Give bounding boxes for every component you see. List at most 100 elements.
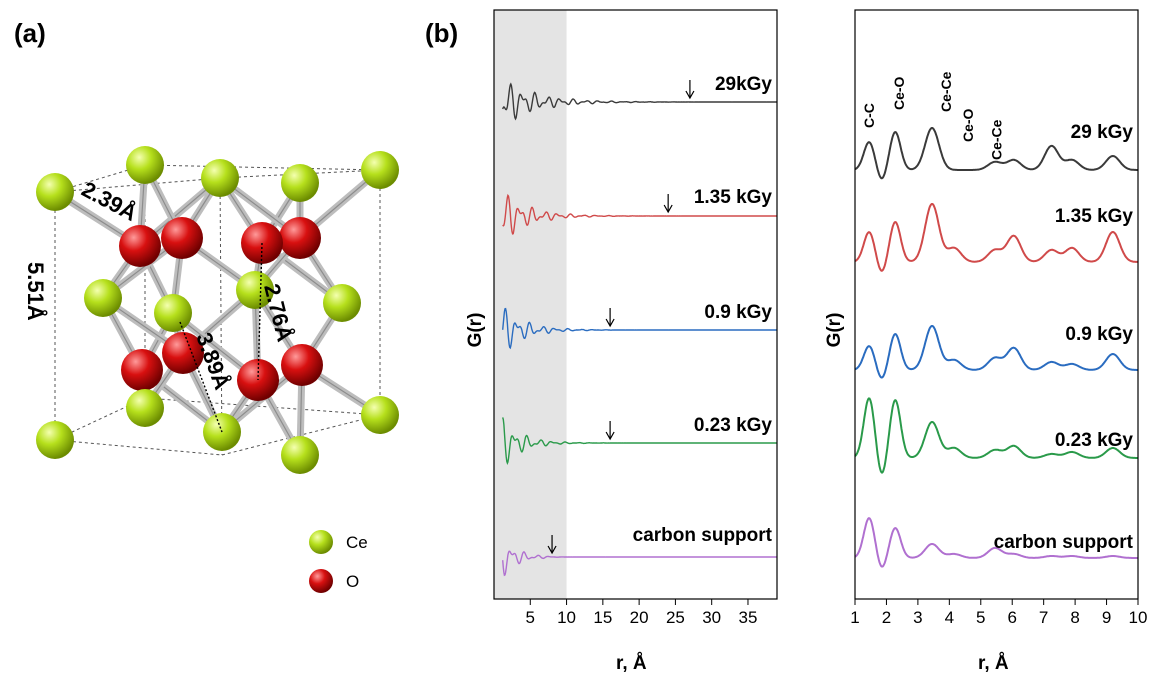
- cell-edge: [54, 439, 223, 456]
- x-tick-label: 1: [850, 608, 859, 627]
- y-axis-label: G(r): [824, 313, 845, 348]
- ce-legend-swatch: [309, 530, 333, 554]
- ce-legend-label: Ce: [346, 533, 368, 552]
- series-label: 29kGy: [715, 74, 772, 95]
- ce-atom: [126, 146, 164, 184]
- x-tick-label: 4: [945, 608, 954, 627]
- series-label: carbon support: [633, 525, 773, 546]
- o-o-guide: [257, 242, 263, 381]
- peak-label: Ce-O: [960, 108, 976, 142]
- x-tick-label: 6: [1007, 608, 1016, 627]
- atom-legend: Ce O: [309, 530, 368, 593]
- series-line: [854, 517, 1138, 568]
- ce-atom: [361, 151, 399, 189]
- peak-label: Ce-O: [891, 76, 907, 110]
- atoms: [36, 146, 399, 474]
- ce-atom: [323, 284, 361, 322]
- distance-guides: [179, 242, 263, 433]
- shaded-region: [494, 10, 567, 599]
- series-line: [854, 127, 1138, 180]
- series-label: 0.23 kGy: [1055, 430, 1134, 451]
- y-axis-label: G(r): [465, 313, 486, 348]
- o-atom: [162, 332, 204, 374]
- x-tick-label: 30: [702, 608, 721, 627]
- x-tick-label: 9: [1102, 608, 1111, 627]
- series-label: 0.9 kGy: [704, 302, 772, 323]
- arrow-head: [547, 545, 557, 555]
- ce-atom: [281, 164, 319, 202]
- pdf-plot-short-range: 1 2 3 4 5 6 7 8 9 10 29 kGy 1.35 kGy 0.9 kGy 0.23 kG…: [824, 9, 1147, 674]
- crystal-structure: 2.39Å 2.76Å 3.89Å 5.51Å: [23, 146, 399, 474]
- ce-atom: [36, 421, 74, 459]
- x-tick-label: 20: [630, 608, 649, 627]
- x-tick-label: 15: [593, 608, 612, 627]
- x-tick-label: 5: [526, 608, 535, 627]
- panel-b-label: (b): [425, 18, 458, 48]
- arrow-head: [605, 431, 615, 441]
- series-line: [854, 203, 1139, 272]
- series-label: 1.35 kGy: [694, 187, 773, 208]
- o-atom: [281, 344, 323, 386]
- o-atom: [121, 349, 163, 391]
- distance-label-lattice: 5.51Å: [23, 262, 49, 321]
- o-legend-swatch: [309, 569, 333, 593]
- short-range-curves: [854, 127, 1139, 568]
- x-axis-label: r, Å: [978, 653, 1009, 674]
- series-line: [854, 397, 1138, 474]
- o-atom: [119, 225, 161, 267]
- o-atom: [161, 217, 203, 259]
- o-atom: [279, 217, 321, 259]
- axes-frame: [493, 9, 778, 600]
- series-label: 0.23 kGy: [694, 415, 773, 436]
- series-arrows: [547, 80, 695, 555]
- x-tick-label: 8: [1070, 608, 1079, 627]
- cell-edge: [54, 397, 146, 441]
- peak-labels: C-C Ce-O Ce-Ce Ce-O Ce-Ce: [861, 71, 1004, 160]
- series-label: carbon support: [994, 532, 1134, 553]
- x-tick-label: 10: [1129, 608, 1148, 627]
- ce-atom: [126, 389, 164, 427]
- x-axis-label: r, Å: [616, 653, 647, 674]
- series-line: [502, 193, 777, 235]
- x-tick-label: 2: [882, 608, 891, 627]
- series-line: [502, 307, 777, 350]
- x-tick-label: 25: [666, 608, 685, 627]
- ce-atom: [36, 173, 74, 211]
- arrow-head: [605, 318, 615, 328]
- x-tick-label: 5: [976, 608, 985, 627]
- ce-atom: [201, 159, 239, 197]
- panel-a-label: (a): [14, 18, 46, 48]
- series-label: 1.35 kGy: [1055, 206, 1134, 227]
- arrow-head: [663, 204, 673, 214]
- peak-label: Ce-Ce: [989, 119, 1005, 160]
- ce-atom: [236, 271, 274, 309]
- x-tick-label: 7: [1039, 608, 1048, 627]
- series-line: [502, 417, 777, 465]
- x-axis-ticks: 5 10 15 20 25 30 35: [526, 599, 758, 627]
- series-labels: 29kGy 1.35 kGy 0.9 kGy 0.23 kGy carbon suppo…: [633, 74, 773, 546]
- series-line: [502, 82, 777, 121]
- series-label: 29 kGy: [1071, 122, 1134, 143]
- series-line: [502, 550, 777, 577]
- x-axis-ticks: 1 2 3 4 5 6 7 8 9 10: [850, 599, 1147, 627]
- ce-atom: [84, 279, 122, 317]
- ce-atom: [361, 396, 399, 434]
- ce-atom: [281, 436, 319, 474]
- ce-atom: [154, 294, 192, 332]
- o-legend-label: O: [346, 572, 359, 591]
- x-tick-label: 3: [913, 608, 922, 627]
- peak-label: C-C: [861, 103, 877, 128]
- distance-label-ce-o: 2.39Å: [78, 175, 142, 226]
- cell-edge: [144, 164, 381, 171]
- axes-frame: [854, 9, 1139, 600]
- x-tick-label: 10: [557, 608, 576, 627]
- wide-range-curves: [502, 82, 777, 577]
- series-line: [854, 325, 1138, 379]
- series-label: 0.9 kGy: [1065, 324, 1133, 345]
- pdf-plot-wide-range: 5 10 15 20 25 30 35 29kGy 1.35 kGy 0.9 kGy 0.23 k…: [465, 9, 778, 674]
- series-labels: 29 kGy 1.35 kGy 0.9 kGy 0.23 kGy carbon supp…: [994, 122, 1134, 553]
- peak-label: Ce-Ce: [938, 71, 954, 112]
- arrow-head: [685, 90, 695, 100]
- x-tick-label: 35: [739, 608, 758, 627]
